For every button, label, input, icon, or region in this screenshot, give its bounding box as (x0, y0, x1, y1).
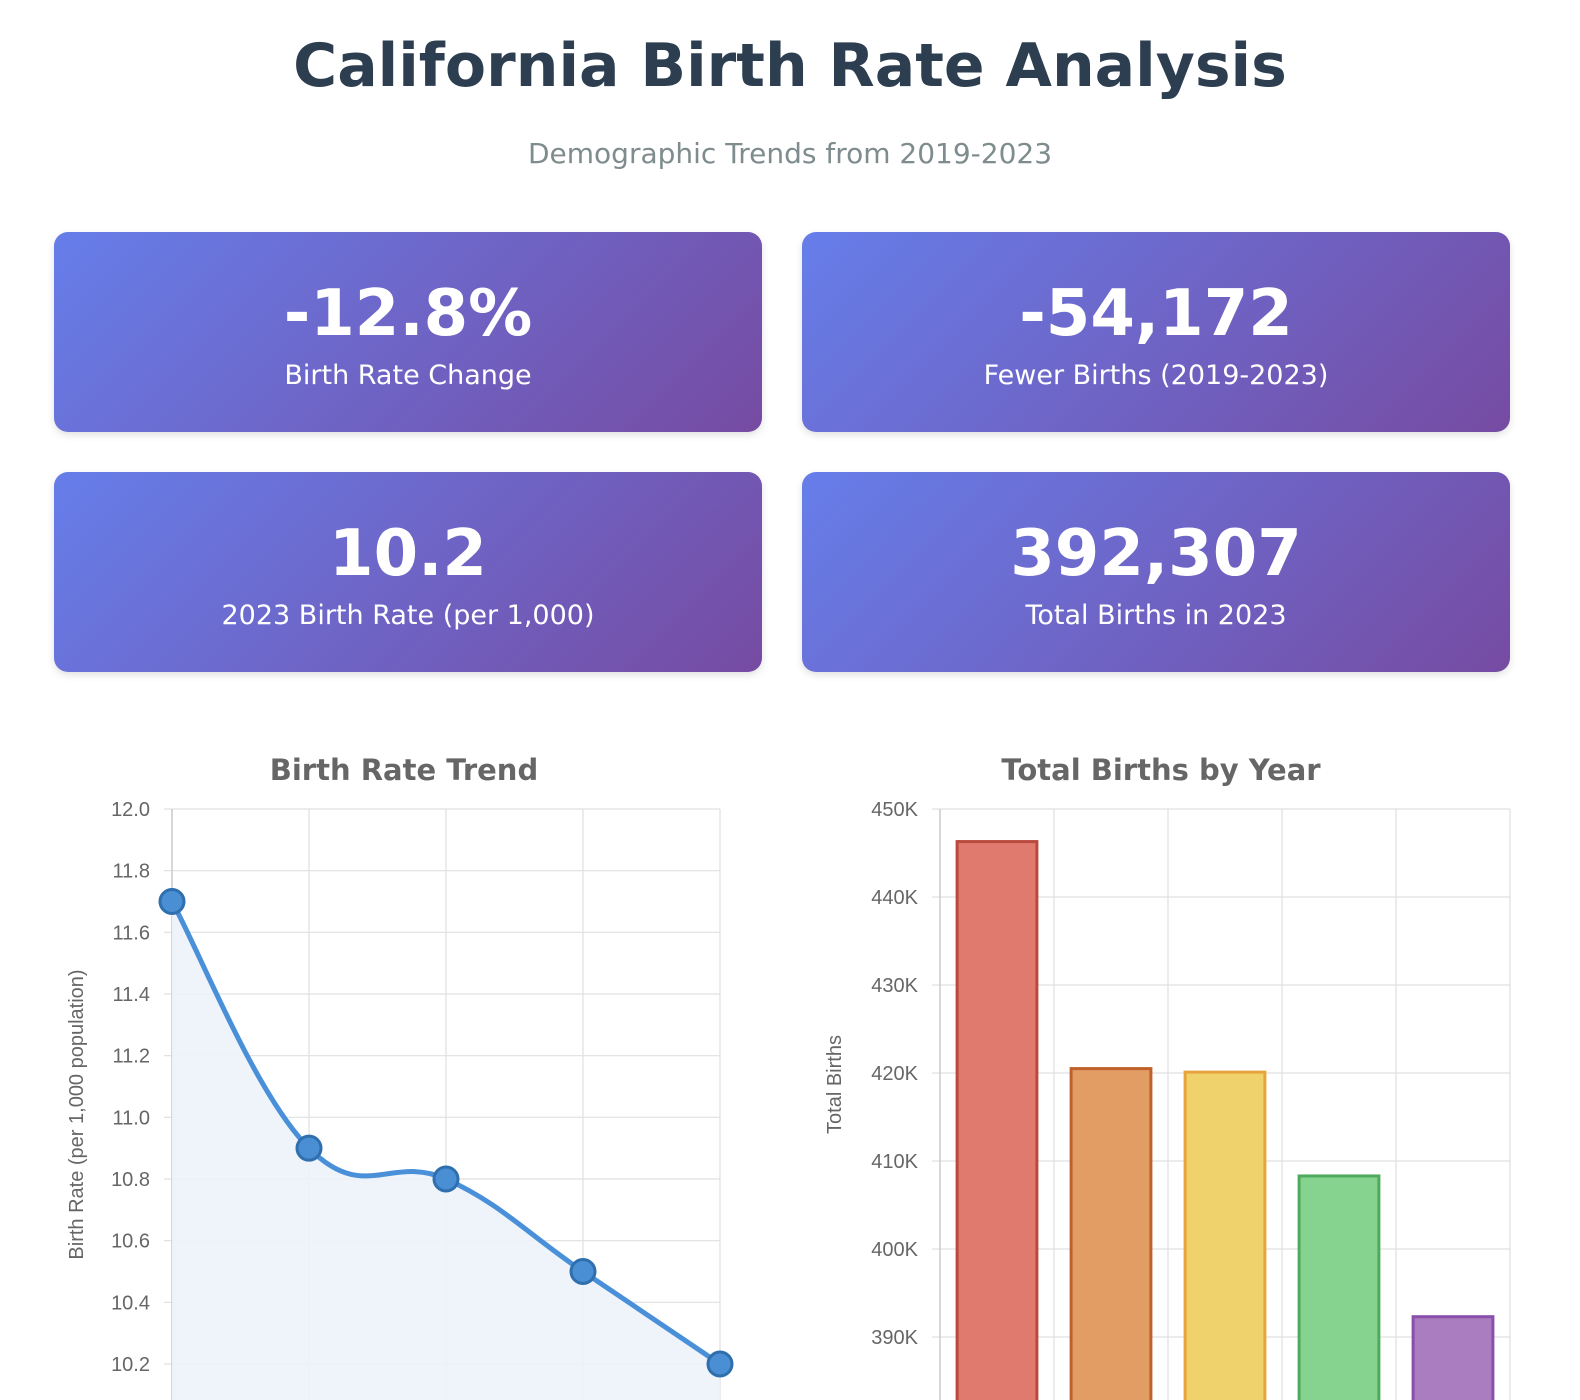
stat-value: 10.2 (329, 517, 487, 591)
y-axis-label: Birth Rate (per 1,000 population) (66, 969, 88, 1259)
y-tick-label: 11.8 (113, 861, 150, 883)
y-tick-label: 10.8 (111, 1169, 150, 1191)
bar (955, 840, 1039, 1400)
data-point (706, 1350, 734, 1378)
y-tick-label: 400K (871, 1239, 918, 1261)
stat-value: -54,172 (1019, 277, 1293, 351)
bar-chart: 450K 440K 430K 420K 410K 400K 390K Total Births (824, 799, 1511, 1400)
stat-value: 392,307 (1010, 517, 1302, 591)
y-tick-label: 12.0 (111, 799, 150, 821)
y-tick-label: 390K (871, 1327, 918, 1349)
bar-chart-title: Total Births by Year (1001, 753, 1321, 787)
stat-label: Birth Rate Change (284, 360, 532, 391)
line-chart-title: Birth Rate Trend (269, 753, 539, 787)
stat-label: Fewer Births (2019-2023) (983, 360, 1329, 391)
y-tick-label: 11.2 (113, 1046, 150, 1068)
stat-card-total-births-2023: 392,307 Total Births in 2023 (802, 472, 1510, 672)
stat-card-birth-rate-change: -12.8% Birth Rate Change (54, 232, 762, 432)
stat-card-fewer-births: -54,172 Fewer Births (2019-2023) (802, 232, 1510, 432)
data-point (158, 888, 186, 915)
stat-value: -12.8% (283, 277, 533, 351)
data-point (569, 1258, 597, 1285)
y-tick-label: 410K (871, 1151, 918, 1173)
page-title: California Birth Rate Analysis (293, 31, 1287, 101)
stat-label: 2023 Birth Rate (per 1,000) (221, 600, 595, 631)
y-tick-label: 10.4 (111, 1292, 150, 1314)
y-tick-label: 440K (871, 887, 918, 909)
bar (1069, 1067, 1153, 1400)
page-subtitle: Demographic Trends from 2019-2023 (527, 137, 1053, 170)
data-point (432, 1165, 460, 1193)
y-tick-label: 420K (871, 1063, 918, 1085)
data-point (295, 1134, 323, 1162)
stat-card-2023-birth-rate: 10.2 2023 Birth Rate (per 1,000) (54, 472, 762, 672)
line-chart: 12.0 11.8 11.6 11.4 11.2 11.0 10.8 10.6 10.4 10.2… (66, 799, 734, 1400)
y-tick-label: 11.6 (113, 922, 150, 944)
bar (1183, 1070, 1267, 1400)
y-tick-label: 10.2 (111, 1354, 150, 1376)
bar (1411, 1315, 1495, 1400)
y-tick-label: 11.4 (113, 984, 150, 1006)
y-axis-label: Total Births (824, 1035, 846, 1134)
y-tick-label: 450K (871, 799, 918, 821)
bar (1297, 1174, 1381, 1400)
y-tick-label: 10.6 (111, 1231, 150, 1253)
y-tick-label: 11.0 (113, 1107, 150, 1129)
series-line (169, 899, 723, 1367)
stat-label: Total Births in 2023 (1025, 600, 1287, 631)
y-tick-label: 430K (871, 975, 918, 997)
